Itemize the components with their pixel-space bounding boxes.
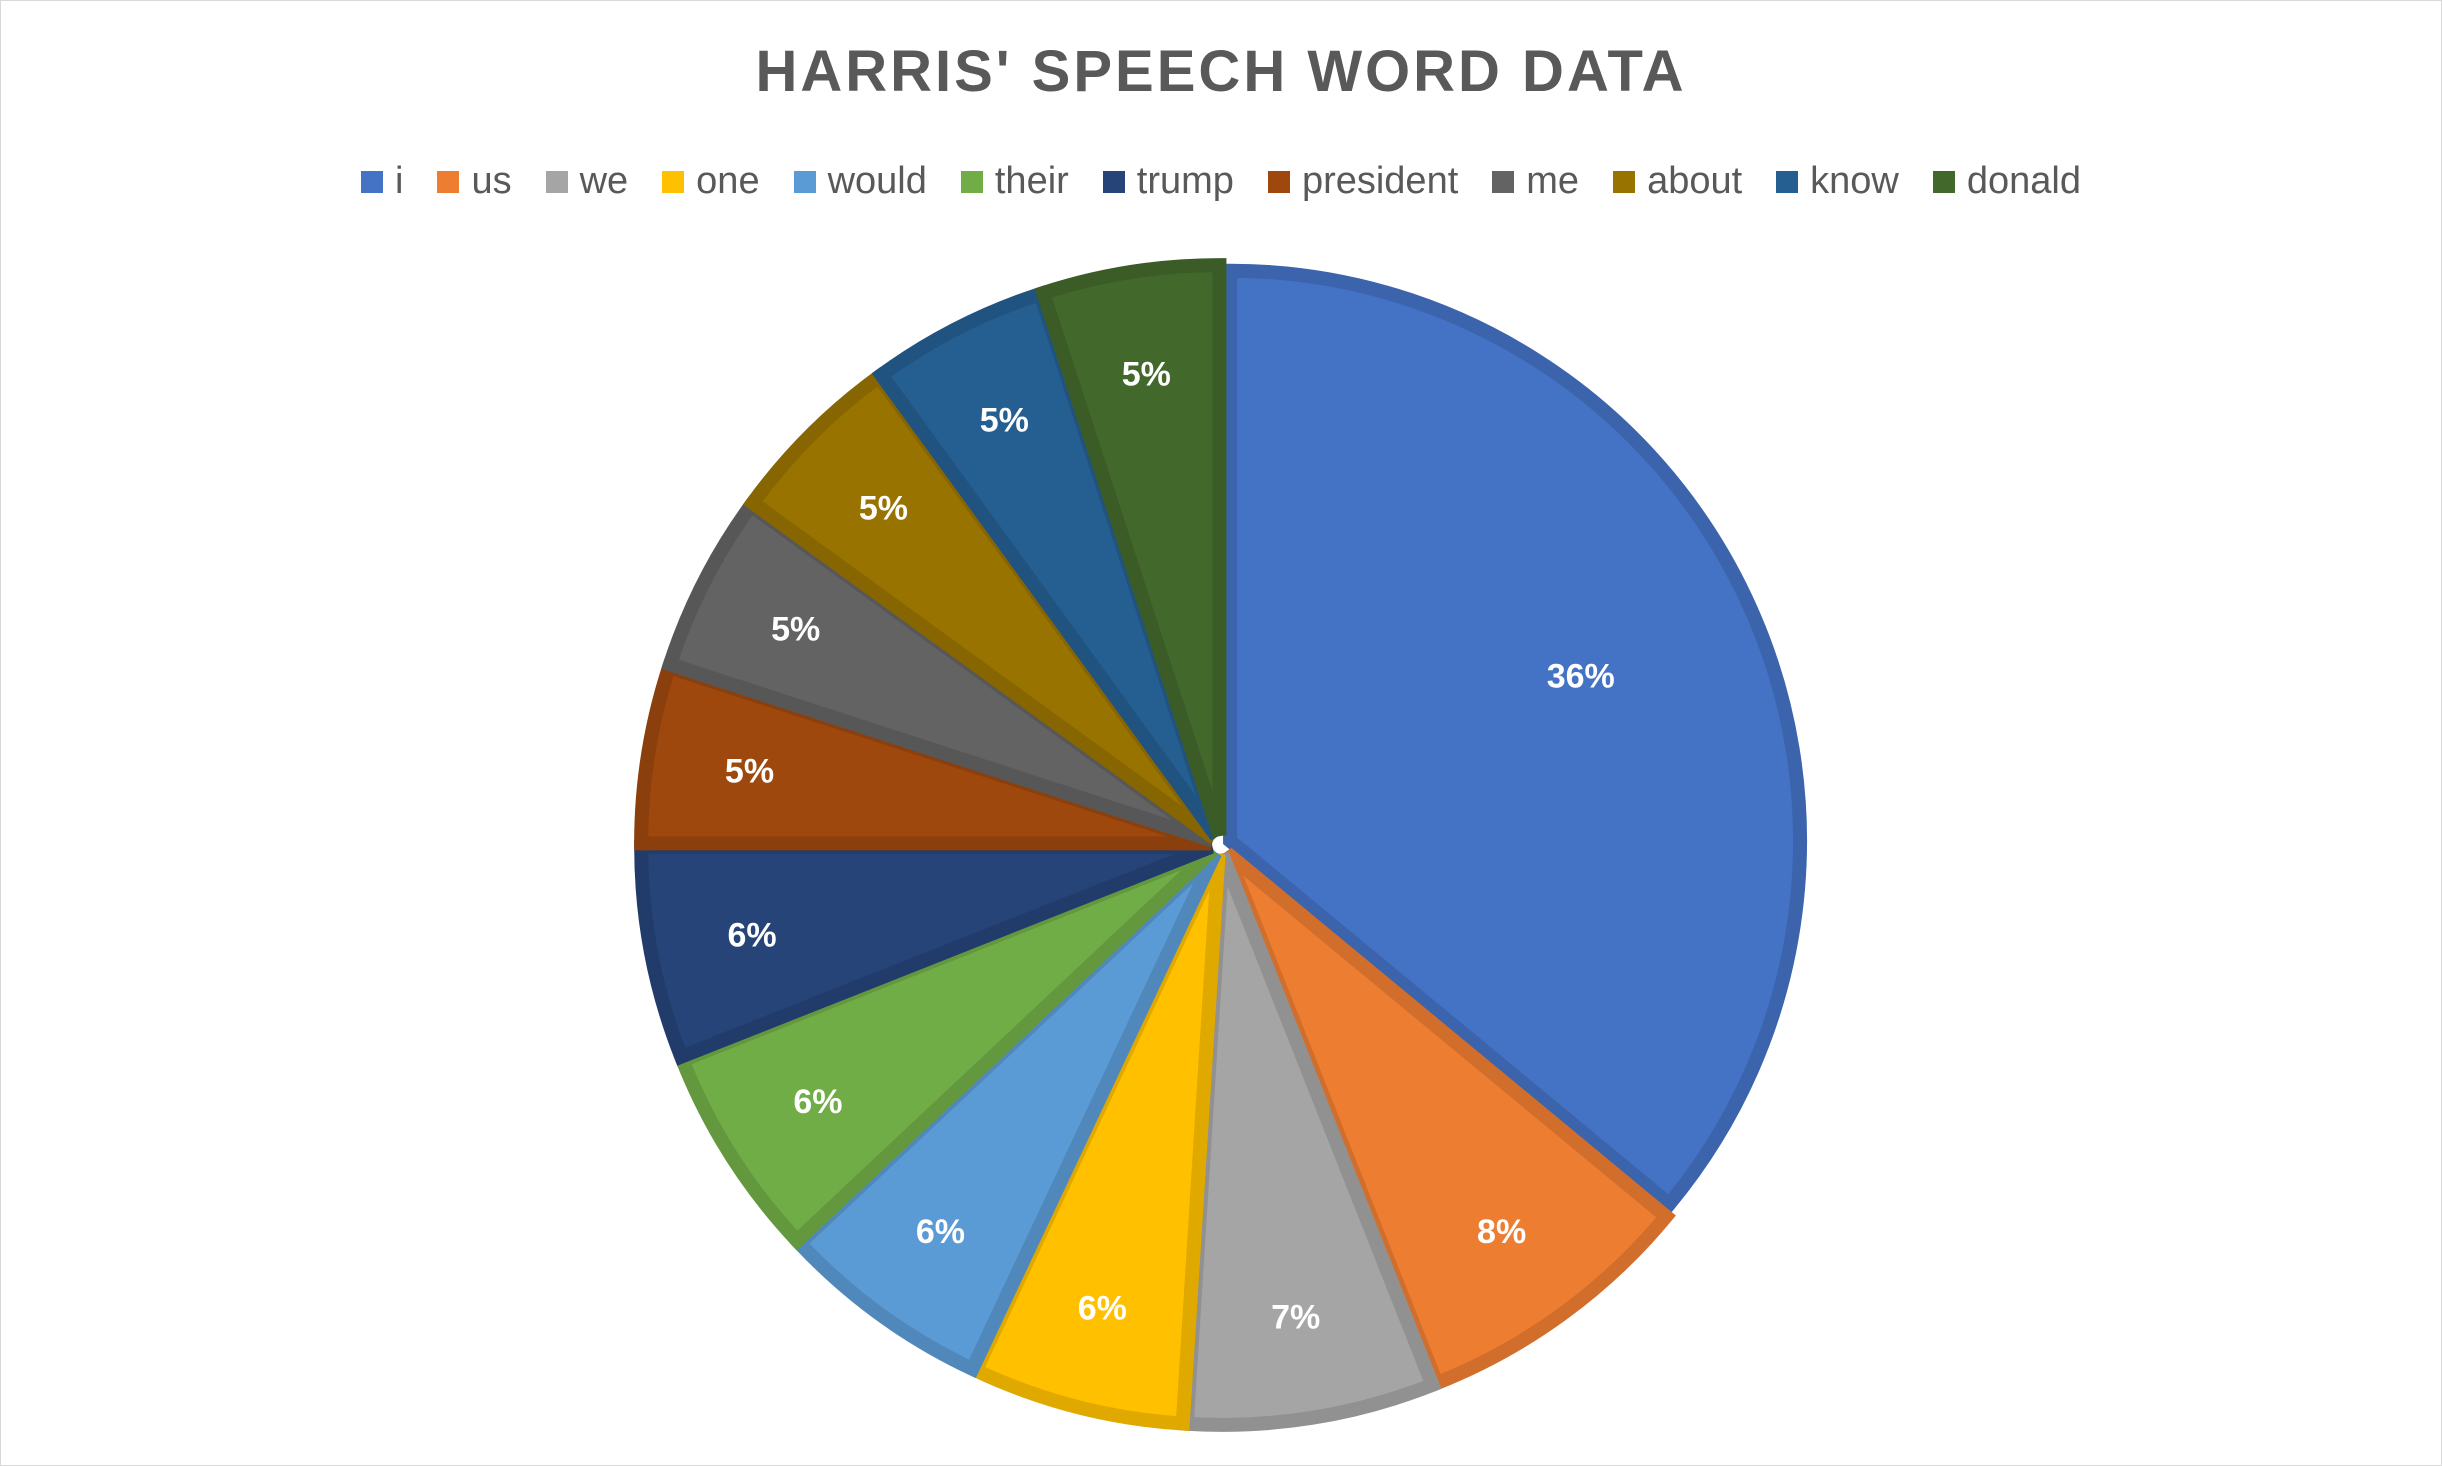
data-label-me: 5%	[771, 610, 820, 648]
data-label-donald: 5%	[1122, 355, 1171, 393]
legend-item-their: their	[960, 160, 1069, 203]
data-label-us: 8%	[1477, 1213, 1526, 1251]
data-label-we: 7%	[1271, 1299, 1320, 1337]
legend-label: we	[579, 160, 629, 202]
pie-slice-donald	[1034, 258, 1227, 838]
chart-title: HARRIS' SPEECH WORD DATA	[755, 39, 1687, 104]
legend-swatch	[960, 170, 983, 193]
data-label-i: 36%	[1547, 658, 1615, 696]
legend-item-donald: donald	[1932, 160, 2081, 203]
data-label-would: 6%	[916, 1213, 965, 1251]
pie-slice-me	[661, 495, 1217, 848]
legend-item-about: about	[1613, 160, 1742, 203]
legend-label: i	[395, 160, 404, 202]
data-label-about: 5%	[859, 489, 908, 527]
legend-item-know: know	[1776, 160, 1899, 203]
legend-label: would	[827, 160, 927, 202]
legend-item-i: i	[361, 160, 403, 203]
pie-slice-their	[673, 843, 1218, 1251]
legend-swatch	[1932, 170, 1955, 193]
legend-label: one	[696, 160, 760, 202]
pie-slice-i	[1223, 263, 1808, 1214]
legend-swatch	[1613, 170, 1636, 193]
legend-swatch	[1267, 170, 1290, 193]
pie-slice-would	[789, 847, 1222, 1379]
legend-label: their	[994, 160, 1069, 202]
legend-label: about	[1647, 160, 1743, 202]
legend-label: president	[1301, 160, 1459, 202]
legend-label: trump	[1136, 160, 1234, 202]
legend-swatch	[1102, 170, 1125, 193]
data-label-president: 5%	[725, 752, 774, 790]
legend-item-us: us	[437, 160, 512, 203]
pie-slice-one	[966, 851, 1226, 1431]
legend-swatch	[437, 170, 460, 193]
data-label-trump: 6%	[727, 916, 776, 954]
legend-label: donald	[1966, 160, 2081, 202]
legend-label: know	[1810, 160, 1899, 202]
legend-item-one: one	[662, 160, 760, 203]
legend-item-we: we	[545, 160, 629, 203]
legend-swatch	[1492, 170, 1515, 193]
legend-item-president: president	[1267, 160, 1459, 203]
pie-slice-trump	[634, 839, 1214, 1066]
legend-item-would: would	[793, 160, 927, 203]
legend-swatch	[793, 170, 816, 193]
pie-slice-we	[1179, 852, 1442, 1432]
legend-swatch	[361, 170, 383, 193]
pie-slice-us	[1220, 847, 1676, 1393]
legend-item-me: me	[1492, 160, 1579, 203]
legend-swatch	[1776, 170, 1799, 193]
pie-slice-about	[743, 367, 1220, 844]
legend-label: me	[1526, 160, 1580, 202]
data-label-their: 6%	[793, 1083, 842, 1121]
data-label-one: 6%	[1078, 1289, 1127, 1327]
legend-swatch	[545, 170, 568, 193]
chart-legend: i us we one would their trump president me about k…	[0, 160, 2442, 203]
legend-swatch	[662, 170, 685, 193]
pie-slice-know	[871, 285, 1224, 841]
legend-item-trump: trump	[1102, 160, 1234, 203]
data-label-know: 5%	[980, 402, 1029, 440]
legend-label: us	[471, 160, 512, 202]
